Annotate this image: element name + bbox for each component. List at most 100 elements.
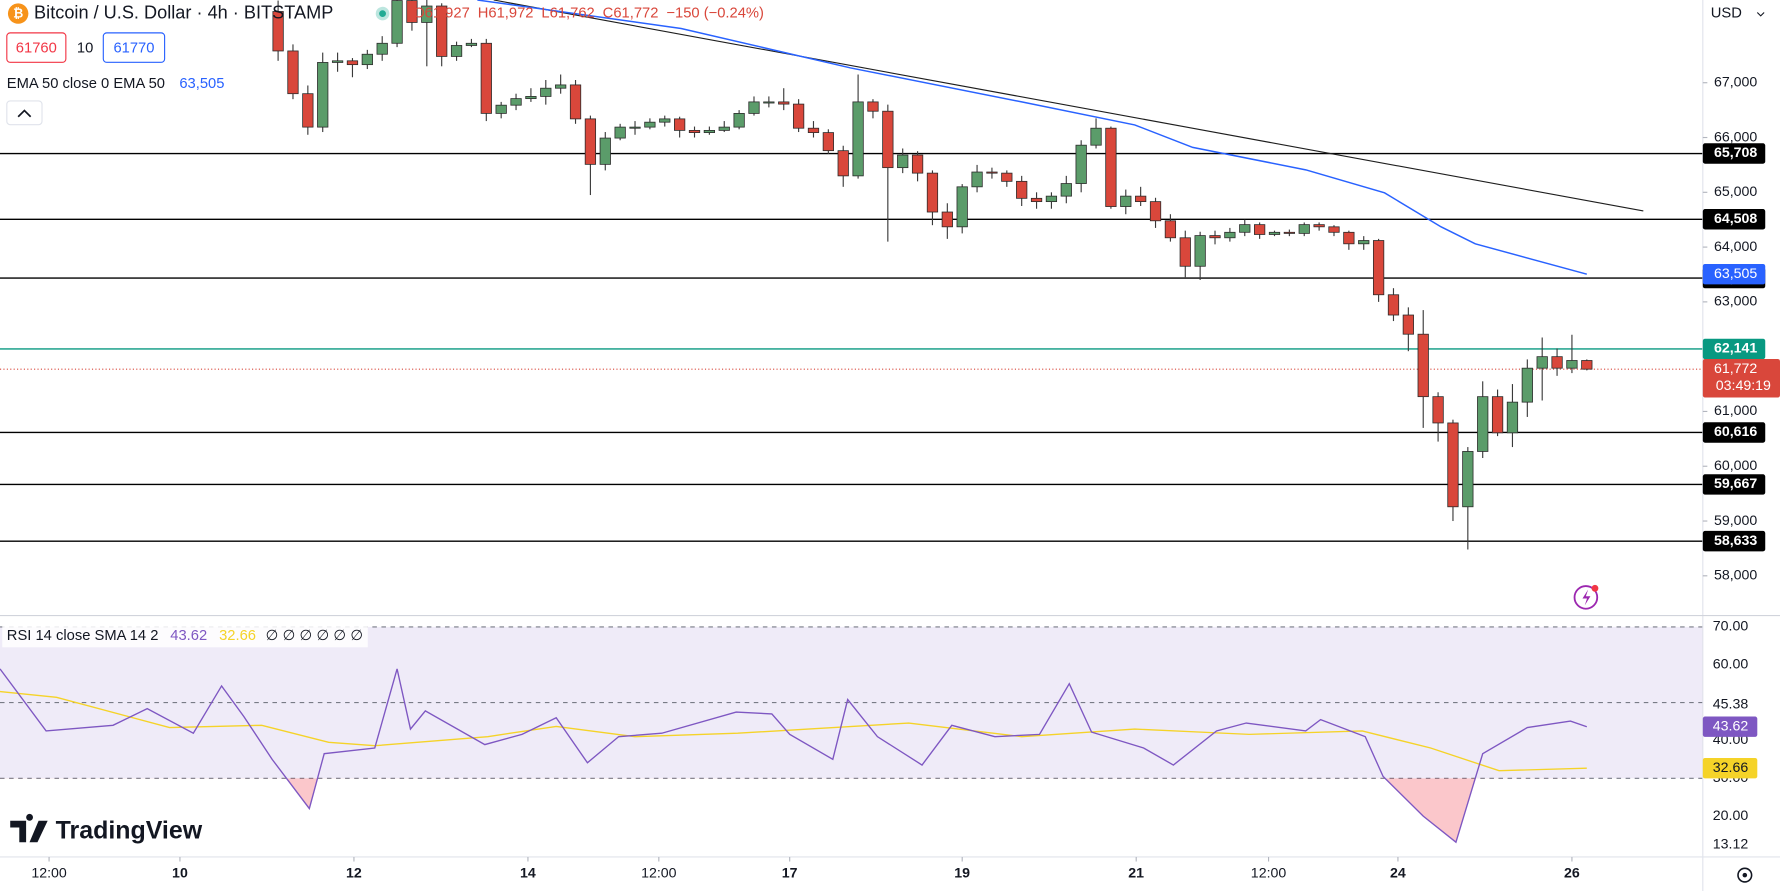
candle-body (867, 101, 879, 112)
ask-box[interactable] (102, 32, 166, 63)
candle-body (792, 103, 805, 129)
bid-box[interactable] (6, 32, 67, 63)
candle-body (1135, 195, 1147, 203)
x-tick-label: 12:00 (1251, 866, 1287, 882)
coin-glyph: ₿ (13, 6, 23, 20)
level-badge-label: 65,708 (1714, 145, 1757, 161)
rsi-sma-badge (1702, 758, 1758, 779)
candle-body (421, 5, 433, 23)
alert-dot[interactable] (1591, 584, 1599, 592)
level-badge-label: 58,633 (1714, 533, 1757, 549)
currency-selector[interactable]: USD (1711, 5, 1742, 21)
candle-body (302, 93, 314, 128)
rsi-tick-label: 70.00 (1713, 619, 1749, 635)
candle-body (644, 121, 656, 128)
last-price-label: 61,772 (1714, 361, 1757, 377)
candle-body (659, 118, 671, 123)
candle-body (852, 101, 864, 177)
candle-body (331, 60, 344, 63)
ask-price[interactable]: 61770 (113, 41, 154, 57)
x-tick-label: 19 (954, 866, 970, 882)
ohlc-value: −150 (−0.24%) (666, 5, 764, 21)
currency-caret[interactable] (1756, 12, 1765, 17)
rsi-legend-bg (2, 623, 368, 648)
candle-body (1090, 127, 1102, 146)
bid-price[interactable]: 61760 (16, 41, 57, 57)
candle-body (1179, 237, 1191, 267)
y-tick-label: 66,000 (1714, 129, 1757, 145)
alert-icon[interactable] (1573, 584, 1599, 610)
collapse-icon[interactable] (17, 109, 32, 118)
settings-hub[interactable] (1742, 872, 1748, 878)
candle-body (1105, 127, 1117, 207)
settings-icon[interactable] (1737, 867, 1753, 883)
candle-body (1001, 172, 1013, 182)
ema-legend-value: 63,505 (179, 76, 224, 92)
candle-body (911, 154, 924, 174)
level-badge-label: 62,141 (1714, 341, 1757, 357)
y-tick-label: 65,000 (1714, 184, 1757, 200)
y-tick-label: 64,000 (1714, 239, 1757, 255)
alert-bolt[interactable] (1582, 589, 1591, 606)
candle-body (569, 84, 582, 120)
candle-body (763, 101, 775, 104)
candle-body (510, 98, 522, 106)
candle-body (941, 211, 953, 228)
candle-body (599, 137, 611, 165)
candle-body (1417, 333, 1429, 398)
candle-body (897, 154, 909, 169)
candle-body (1343, 231, 1355, 245)
alert-ring[interactable] (1573, 585, 1599, 610)
candle-body (748, 101, 760, 114)
candle-body (1536, 356, 1548, 369)
candle-body (1313, 224, 1325, 228)
candle-body (1506, 401, 1519, 434)
collapse-button[interactable] (6, 100, 43, 126)
x-tick-label: 12:00 (31, 866, 67, 882)
level-badge-label: 59,667 (1714, 476, 1757, 492)
candle-body (1402, 314, 1414, 335)
candle-body (495, 104, 507, 114)
rsi-legend: RSI 14 close SMA 14 2 43.62 32.66 ∅ ∅ ∅ … (2, 623, 368, 648)
candle-body (584, 118, 597, 165)
x-tick-label: 10 (172, 866, 188, 882)
last-price-badge (1702, 358, 1780, 398)
candle-body (674, 118, 686, 131)
candle-body (1239, 224, 1251, 233)
candle-body (807, 127, 820, 133)
trendline (493, 0, 1644, 212)
candle-body (525, 96, 537, 100)
y-tick-label: 60,000 (1714, 458, 1757, 474)
candle-body (1120, 195, 1132, 207)
settings-ring[interactable] (1737, 867, 1753, 883)
level-badge (1702, 422, 1766, 443)
candle-body (1566, 360, 1578, 369)
level-badge (1702, 530, 1766, 552)
candle-body (376, 42, 388, 55)
y-tick-label: 58,000 (1714, 568, 1757, 584)
ohlc-legend: O61,927 H61,972 L61,762 C61,772 −150 (−0.24%… (413, 5, 764, 21)
x-tick-label: 26 (1564, 866, 1580, 882)
symbol-title: Bitcoin / U.S. Dollar · 4h · BITSTAMP (34, 2, 333, 22)
candle-body (1581, 360, 1593, 370)
ohlc-value: L61,762 (541, 5, 594, 21)
candle-body (1060, 183, 1072, 197)
candle-body (1283, 231, 1295, 234)
candle-body (703, 129, 715, 133)
candle-body (1075, 144, 1087, 184)
candle-body (1194, 235, 1206, 267)
y-tick-label: 67,000 (1714, 74, 1757, 90)
rsi-badge-label: 43.62 (1713, 718, 1749, 734)
candle-body (1045, 195, 1058, 203)
ohlc-value: H61,972 (478, 5, 534, 21)
candle-body (822, 132, 834, 152)
plot-layer (0, 0, 1644, 844)
level-badge-label: 60,616 (1714, 424, 1757, 440)
candle-body (778, 101, 790, 105)
rsi-sma-badge-label: 32.66 (1713, 760, 1749, 776)
rsi-legend-extra: ∅ ∅ ∅ ∅ ∅ ∅ (266, 628, 364, 644)
candle-body (480, 42, 492, 114)
candle-body (361, 53, 373, 66)
